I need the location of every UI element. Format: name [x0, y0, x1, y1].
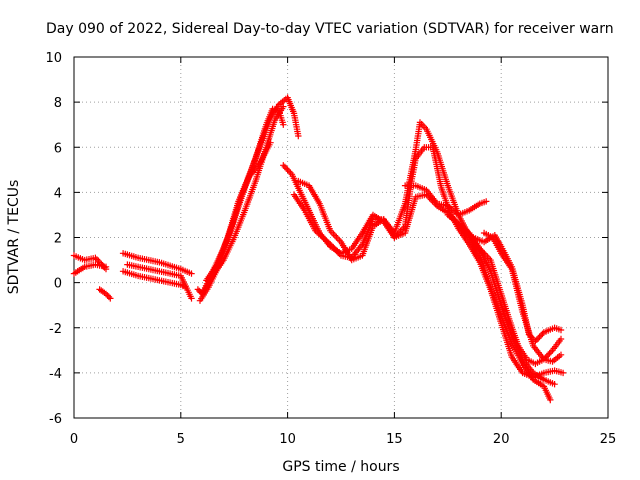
data-point [283, 165, 290, 172]
data-point [546, 350, 553, 357]
y-tick-label: 8 [54, 96, 62, 111]
data-point [545, 351, 552, 358]
y-tick-label: -6 [49, 412, 62, 427]
series-track-k [280, 162, 554, 404]
series-track-q [480, 229, 565, 365]
data-point [547, 348, 555, 355]
data-point [284, 166, 291, 173]
data-point [104, 292, 111, 299]
data-point [547, 396, 554, 404]
x-tick-label: 20 [493, 432, 510, 447]
chart-title: Day 090 of 2022, Sidereal Day-to-day VTE… [46, 21, 614, 37]
data-point [557, 335, 565, 343]
data-point [295, 132, 302, 140]
data-point [559, 369, 567, 377]
data-point [536, 333, 543, 340]
x-axis-title: GPS time / hours [282, 459, 399, 475]
grid-layer [74, 57, 608, 418]
data-point [551, 381, 558, 388]
data-point [280, 162, 287, 169]
data-point [533, 336, 540, 343]
series-track-n [401, 182, 490, 219]
data-point [194, 286, 202, 293]
data-point [281, 163, 288, 170]
y-tick-label: -2 [49, 322, 62, 337]
y-tick-label: 2 [54, 232, 62, 247]
data-point [557, 326, 565, 334]
data-point [280, 121, 287, 128]
data-point [539, 330, 546, 337]
x-tick-label: 15 [386, 432, 403, 447]
y-tick-label: 6 [54, 141, 62, 156]
data-point [267, 139, 274, 146]
data-point [543, 353, 550, 360]
data-point [537, 332, 545, 339]
series-track-e [119, 268, 189, 291]
series-track-f [124, 261, 195, 302]
series-track-j [203, 139, 274, 284]
data-point [188, 270, 195, 277]
data-point [334, 235, 342, 242]
data-point [280, 103, 287, 110]
series-track-p [444, 211, 565, 368]
data-point [535, 335, 542, 342]
data-point [107, 295, 114, 302]
series-track-m [290, 144, 567, 381]
marks-layer [70, 94, 567, 404]
data-point [331, 232, 339, 239]
series-track-b [70, 261, 110, 277]
x-tick-label: 5 [177, 432, 185, 447]
series-track-c [96, 286, 114, 302]
data-point [557, 351, 565, 358]
data-point [102, 290, 110, 298]
tick-layer: 0 5 10 15 20 25 -6 -4 -2 0 2 4 6 8 10 [45, 51, 616, 447]
data-point [483, 198, 490, 205]
y-tick-label: 0 [54, 277, 62, 292]
data-point [105, 293, 113, 301]
y-tick-label: 10 [45, 51, 62, 66]
series-track-d [119, 250, 195, 277]
y-tick-label: -4 [49, 367, 62, 382]
x-tick-label: 10 [279, 432, 296, 447]
data-point [188, 295, 195, 302]
data-point [333, 234, 340, 241]
x-tick-label: 0 [70, 432, 78, 447]
data-point [93, 256, 101, 263]
data-point [196, 287, 203, 295]
data-point [287, 169, 294, 176]
data-point [285, 168, 293, 175]
data-point [102, 263, 110, 270]
x-tick-label: 25 [600, 432, 617, 447]
y-axis-title: SDTVAR / TECUs [6, 180, 22, 295]
y-tick-label: 4 [54, 186, 62, 201]
